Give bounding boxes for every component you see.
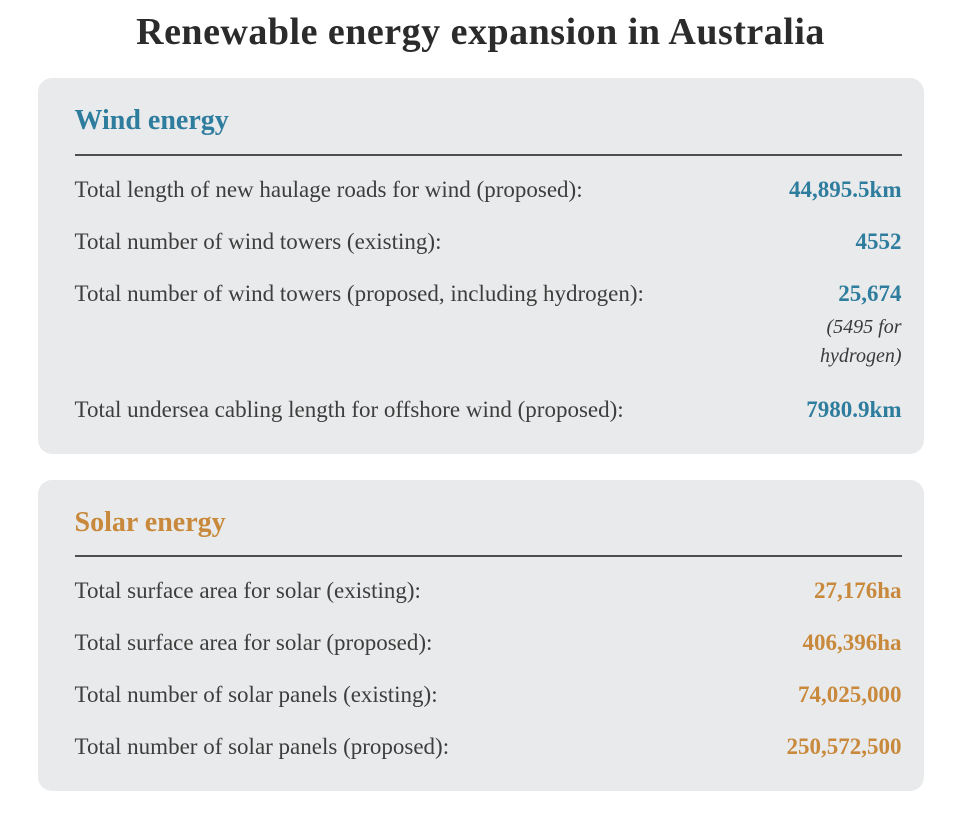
stat-row-wind-towers-existing: Total number of wind towers (existing): …: [75, 216, 902, 268]
stat-value: 27,176ha: [813, 578, 902, 604]
stat-label: Total number of wind towers (existing):: [74, 228, 442, 254]
stat-label: Total surface area for solar (proposed):: [74, 630, 433, 656]
stat-row-solar-panels-existing: Total number of solar panels (existing):…: [75, 669, 902, 721]
stat-row-solar-area-existing: Total surface area for solar (existing):…: [75, 565, 902, 617]
stat-value-group: 25,674 (5495 for hydrogen): [784, 280, 902, 371]
solar-energy-card: Solar energy Total surface area for sola…: [37, 479, 924, 792]
renewables-summary-page: Renewable energy expansion in Australia …: [0, 10, 961, 792]
stat-label: Total number of solar panels (existing):: [74, 682, 438, 708]
stat-row-wind-haulage-roads: Total length of new haulage roads for wi…: [75, 164, 902, 216]
stat-value: 250,572,500: [786, 734, 902, 760]
stat-value: 74,025,000: [798, 682, 902, 708]
stat-value: 7980.9km: [806, 396, 902, 422]
stat-value: 406,396ha: [802, 630, 902, 656]
page-title: Renewable energy expansion in Australia: [136, 11, 825, 53]
stat-row-wind-undersea-cabling: Total undersea cabling length for offsho…: [75, 384, 902, 436]
solar-section-title: Solar energy: [74, 506, 226, 538]
stat-label: Total surface area for solar (existing):: [74, 578, 421, 604]
stat-label: Total number of solar panels (proposed):: [74, 734, 450, 760]
stat-row-wind-towers-proposed: Total number of wind towers (proposed, i…: [75, 268, 902, 384]
stat-value: 4552: [855, 228, 902, 254]
stat-label: Total length of new haulage roads for wi…: [74, 176, 583, 202]
wind-section-divider: [74, 153, 902, 156]
stat-row-solar-area-proposed: Total surface area for solar (proposed):…: [75, 617, 902, 669]
stat-value: 25,674: [838, 280, 902, 306]
wind-section-title: Wind energy: [74, 105, 229, 136]
stat-label: Total undersea cabling length for offsho…: [74, 396, 624, 422]
stat-value-note: (5495 for hydrogen): [820, 315, 902, 367]
stat-value: 44,895.5km: [789, 176, 902, 202]
solar-section-divider: [74, 555, 902, 558]
stat-label: Total number of wind towers (proposed, i…: [74, 280, 644, 306]
stat-row-solar-panels-proposed: Total number of solar panels (proposed):…: [75, 721, 902, 773]
wind-energy-card: Wind energy Total length of new haulage …: [37, 78, 924, 454]
